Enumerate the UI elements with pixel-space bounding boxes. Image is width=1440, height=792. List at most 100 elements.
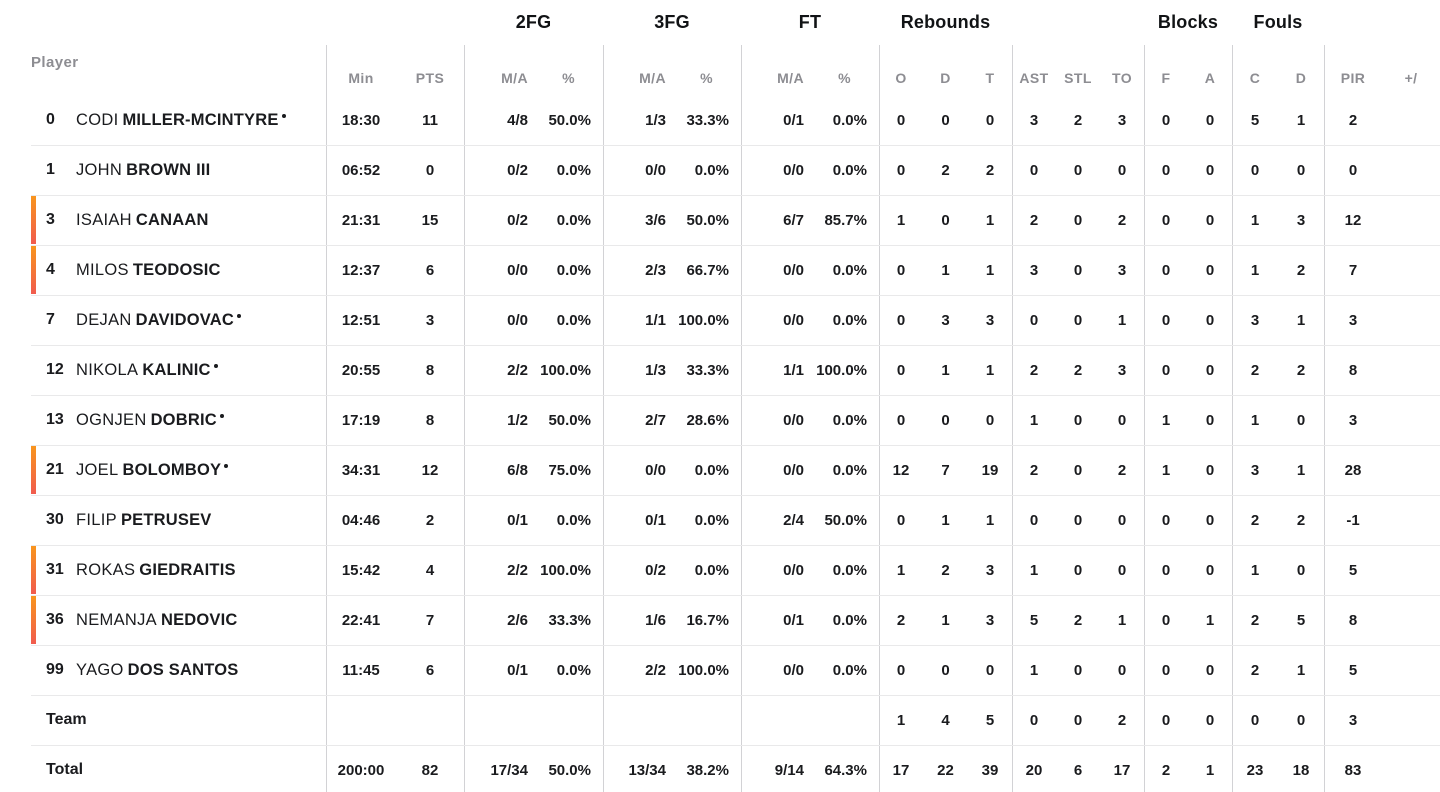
stat-ft-ma: 0/0 xyxy=(783,561,804,579)
column-blocks-favor: F xyxy=(1161,70,1171,86)
player-number: 7 xyxy=(46,311,55,328)
stat-2fg-ma: 2/6 xyxy=(507,611,528,629)
stat-2fg-pct: 0.0% xyxy=(556,661,591,679)
stat-2fg-ma: 0/0 xyxy=(507,261,528,279)
player-name[interactable]: MILOS TEODOSIC xyxy=(76,261,221,280)
stat-pir: 3 xyxy=(1348,311,1358,329)
player-last-name: DOBRIC xyxy=(150,410,217,429)
stat-pir: 3 xyxy=(1348,711,1358,729)
grid-line-vertical xyxy=(1144,45,1145,792)
player-cell: 99 YAGO DOS SANTOS xyxy=(0,645,326,695)
stat-foul-c: 3 xyxy=(1250,461,1260,479)
stat-ft-ma: 0/0 xyxy=(783,661,804,679)
stat-pts: 12 xyxy=(421,461,439,479)
stat-to: 2 xyxy=(1117,711,1127,729)
on-court-indicator xyxy=(31,246,36,294)
table-row: 3 ISAIAH CANAAN 21:31 15 0/2 0.0% 3/6 50.0% 6/7 85… xyxy=(0,195,1440,245)
stat-ft-pct: 0.0% xyxy=(832,461,867,479)
starter-dot xyxy=(219,413,224,418)
stat-blk-a: 0 xyxy=(1205,311,1215,329)
stat-ft-pct: 50.0% xyxy=(824,511,867,529)
player-number: 13 xyxy=(46,411,64,428)
stat-2fg-pct: 0.0% xyxy=(556,261,591,279)
team-row-label: Team xyxy=(46,711,87,728)
player-name[interactable]: DEJAN DAVIDOVAC xyxy=(76,311,241,330)
starter-dot xyxy=(213,363,218,368)
stat-3fg-pct: 0.0% xyxy=(694,511,729,529)
stat-blk-f: 0 xyxy=(1161,711,1171,729)
stat-ft-ma: 9/14 xyxy=(774,761,804,779)
stat-pir: 8 xyxy=(1348,361,1358,379)
player-number: 31 xyxy=(46,561,64,578)
group-ft-label: FT xyxy=(798,11,822,32)
stat-ast: 0 xyxy=(1029,511,1039,529)
player-name[interactable]: CODI MILLER-MCINTYRE xyxy=(76,111,286,130)
player-last-name: DAVIDOVAC xyxy=(135,310,234,329)
stat-3fg-pct: 0.0% xyxy=(694,561,729,579)
stat-ft-ma: 0/0 xyxy=(783,311,804,329)
stat-ft-pct: 0.0% xyxy=(832,311,867,329)
stat-blk-f: 0 xyxy=(1161,561,1171,579)
stat-to: 3 xyxy=(1117,361,1127,379)
stat-ft-pct: 0.0% xyxy=(832,261,867,279)
stat-ast: 1 xyxy=(1029,561,1039,579)
stat-ft-ma: 2/4 xyxy=(783,511,804,529)
stat-min: 06:52 xyxy=(341,161,381,179)
player-name[interactable]: NIKOLA KALINIC xyxy=(76,361,218,380)
column-player: Player xyxy=(31,54,79,71)
header-sub-row: Player Min PTS M/A % M/A % M/A % O D T A… xyxy=(0,44,1440,95)
stat-reb-t: 19 xyxy=(981,461,999,479)
stat-pts: 6 xyxy=(425,661,435,679)
stat-3fg-ma: 1/3 xyxy=(645,361,666,379)
stat-ast: 3 xyxy=(1029,261,1039,279)
stat-ft-ma: 0/0 xyxy=(783,461,804,479)
stat-to: 0 xyxy=(1117,661,1127,679)
stat-3fg-ma: 2/7 xyxy=(645,411,666,429)
stat-3fg-ma: 13/34 xyxy=(628,761,666,779)
grid-line-vertical xyxy=(879,45,880,792)
stat-foul-c: 1 xyxy=(1250,261,1260,279)
stat-3fg-ma: 1/3 xyxy=(645,111,666,129)
player-name[interactable]: YAGO DOS SANTOS xyxy=(76,661,238,680)
player-name[interactable]: ISAIAH CANAAN xyxy=(76,211,209,230)
stat-ft-ma: 0/1 xyxy=(783,111,804,129)
stat-blk-f: 0 xyxy=(1161,261,1171,279)
player-name[interactable]: NEMANJA NEDOVIC xyxy=(76,611,238,630)
table-row: 36 NEMANJA NEDOVIC 22:41 7 2/6 33.3% 1/6 16.7% 0/… xyxy=(0,595,1440,645)
stat-3fg-pct: 28.6% xyxy=(686,411,729,429)
stat-reb-o: 12 xyxy=(892,461,910,479)
stat-reb-t: 3 xyxy=(985,561,995,579)
stat-foul-c: 1 xyxy=(1250,411,1260,429)
stat-blk-f: 2 xyxy=(1161,761,1171,779)
player-name[interactable]: JOHN BROWN III xyxy=(76,161,210,180)
stat-reb-o: 0 xyxy=(896,311,906,329)
stat-reb-t: 1 xyxy=(985,261,995,279)
player-name[interactable]: OGNJEN DOBRIC xyxy=(76,411,224,430)
stat-reb-t: 0 xyxy=(985,661,995,679)
column-assists: AST xyxy=(1019,70,1049,86)
player-cell: 21 JOEL BOLOMBOY xyxy=(0,445,326,495)
player-cell: 0 CODI MILLER-MCINTYRE xyxy=(0,95,326,145)
group-rebounds-label: Rebounds xyxy=(900,11,991,32)
player-number: 99 xyxy=(46,661,64,678)
player-name[interactable]: ROKAS GIEDRAITIS xyxy=(76,561,236,580)
player-first-name: NEMANJA xyxy=(76,610,157,629)
stat-2fg-ma: 2/2 xyxy=(507,361,528,379)
stat-3fg-pct: 66.7% xyxy=(686,261,729,279)
stat-min: 04:46 xyxy=(341,511,381,529)
stat-blk-a: 1 xyxy=(1205,761,1215,779)
stat-2fg-ma: 0/0 xyxy=(507,311,528,329)
stat-to: 1 xyxy=(1117,611,1127,629)
stat-reb-t: 0 xyxy=(985,411,995,429)
player-name[interactable]: FILIP PETRUSEV xyxy=(76,511,211,530)
stat-foul-d: 1 xyxy=(1296,311,1306,329)
column-plusminus: +/ xyxy=(1404,70,1418,86)
stat-ft-ma: 1/1 xyxy=(783,361,804,379)
stat-3fg-pct: 16.7% xyxy=(686,611,729,629)
stat-pir: 5 xyxy=(1348,661,1358,679)
stat-stl: 0 xyxy=(1073,661,1083,679)
stat-2fg-pct: 50.0% xyxy=(548,761,591,779)
player-name[interactable]: JOEL BOLOMBOY xyxy=(76,461,229,480)
stat-min: 11:45 xyxy=(342,661,380,679)
column-turnovers: TO xyxy=(1112,70,1132,86)
